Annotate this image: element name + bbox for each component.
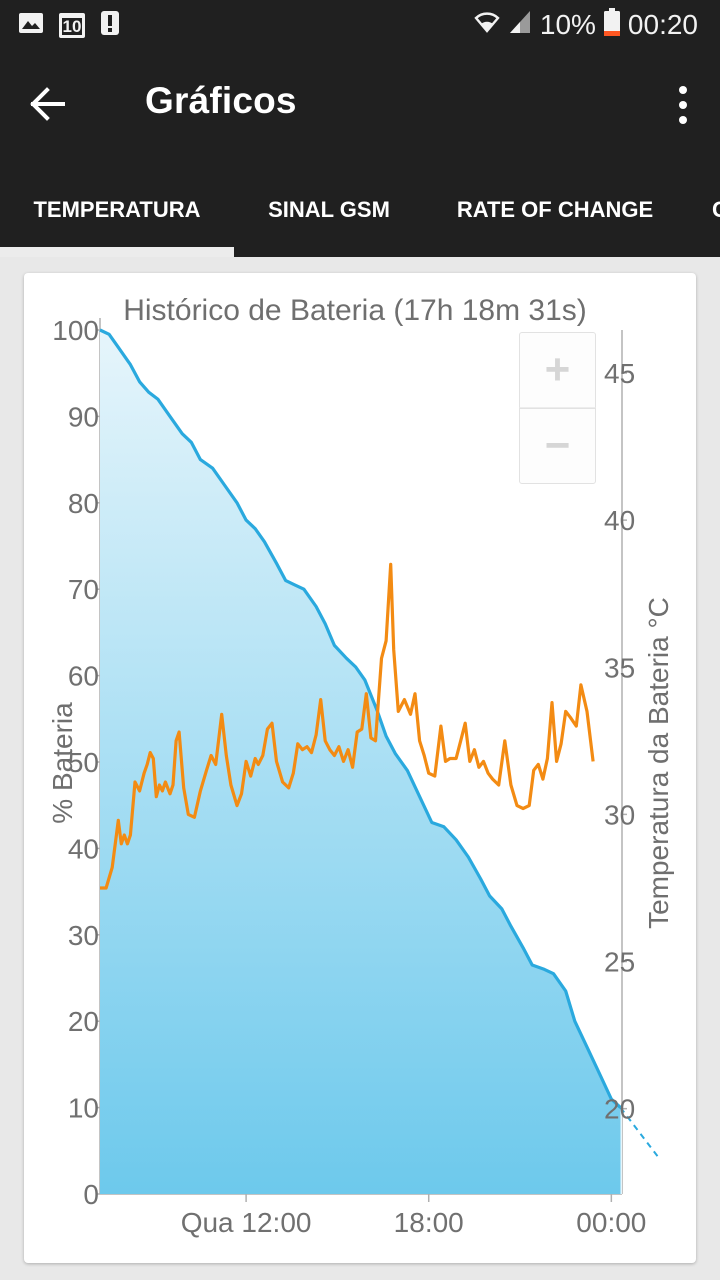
tab-temperatura[interactable]: TEMPERATURA: [33, 197, 201, 222]
more-vert-icon: [679, 86, 687, 124]
page-title: Gráficos: [145, 80, 297, 121]
lines-layer: [99, 328, 661, 1161]
zoom-out-button[interactable]: −: [519, 408, 596, 484]
y2-tick-label: 40: [604, 505, 635, 536]
battery-line: [99, 328, 622, 1109]
tab-sinal-gsm[interactable]: SINAL GSM: [268, 197, 390, 222]
alert-icon: [100, 10, 120, 41]
y2-tick-label: 35: [604, 652, 635, 683]
x-tick-label: 18:00: [394, 1207, 464, 1238]
tab-rate-of-change[interactable]: RATE OF CHANGE: [456, 197, 654, 222]
signal-icon: [508, 9, 532, 42]
y-tick-label: 0: [83, 1179, 99, 1210]
y2-tick-label: 25: [604, 947, 635, 978]
y-tick-label: 10: [68, 1093, 99, 1124]
y-tick-label: 100: [52, 315, 99, 346]
y2-tick-label: 45: [604, 358, 635, 389]
calendar-icon: 10: [58, 11, 86, 39]
y-tick-label: 30: [68, 920, 99, 951]
y-tick-label: 80: [68, 488, 99, 519]
x-tick-label: Qua 12:00: [181, 1207, 312, 1238]
y2-tick-label: 30: [604, 799, 635, 830]
tab-bar: TEMPERATURA SINAL GSM RATE OF CHANGE C: [0, 160, 720, 257]
wifi-icon: [474, 9, 500, 42]
y-tick-label: 90: [68, 401, 99, 432]
y2-axis-label: Temperatura da Bateria °C: [643, 597, 674, 929]
app-bar: Gráficos: [0, 50, 720, 160]
y-tick-label: 60: [68, 661, 99, 692]
calendar-day: 10: [62, 17, 82, 36]
back-button[interactable]: [22, 78, 74, 130]
battery-icon: [603, 7, 620, 43]
x-tick-label: 00:00: [576, 1207, 646, 1238]
tab-overflow[interactable]: C: [712, 197, 720, 222]
y-tick-label: 50: [68, 747, 99, 778]
y-tick-label: 40: [68, 833, 99, 864]
chart-title: Histórico de Bateria (17h 18m 31s): [123, 294, 587, 327]
tab-indicator: [0, 247, 234, 257]
status-icons-right: 10% 00:20: [474, 7, 698, 43]
y-tick-label: 70: [68, 574, 99, 605]
arrow-back-icon: [30, 87, 65, 121]
y2-tick-label: 20: [604, 1094, 635, 1125]
status-bar: 10 10% 00:20: [0, 0, 720, 50]
status-icons-left: 10: [18, 10, 120, 40]
labels-layer: 0 10 20 30 40 50 60 70 80 90 100 20 25 30 35 40 45 Qua 12…: [52, 315, 646, 1238]
clock: 00:20: [627, 9, 698, 40]
battery-area-layer: [100, 330, 622, 1194]
estimate-area: [620, 1107, 622, 1194]
image-icon: [18, 12, 44, 39]
y-tick-label: 20: [68, 1006, 99, 1037]
y-axis-label: % Bateria: [47, 702, 78, 824]
temperature-line: [100, 562, 595, 890]
zoom-in-button[interactable]: +: [519, 332, 596, 408]
battery-area: [100, 330, 621, 1194]
battery-percent: 10%: [539, 9, 596, 40]
more-options-button[interactable]: [668, 80, 698, 130]
